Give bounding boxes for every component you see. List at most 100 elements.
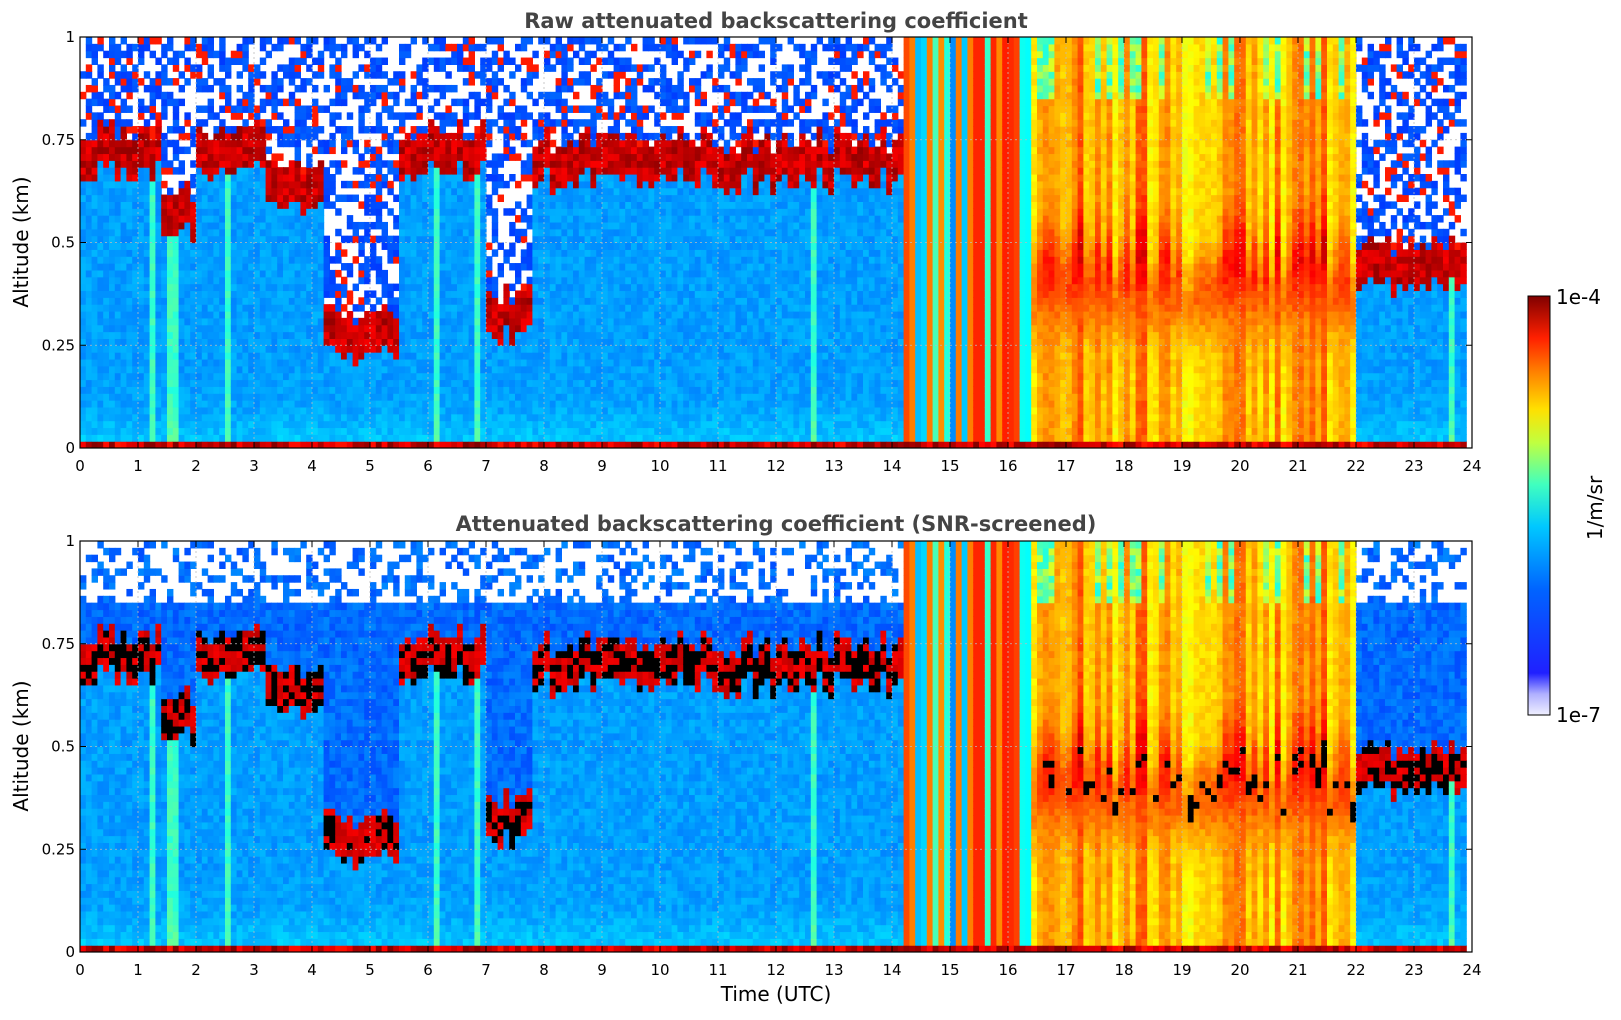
heatmap-cell — [544, 235, 551, 244]
heatmap-cell — [196, 132, 203, 141]
heatmap-cell — [213, 269, 220, 278]
heatmap-cell — [219, 249, 226, 257]
heatmap-cell — [532, 331, 539, 339]
heatmap-cell — [590, 256, 597, 264]
heatmap-cell — [428, 406, 435, 415]
heatmap-cell — [520, 297, 528, 305]
heatmap-cell — [619, 283, 626, 292]
heatmap-cell — [451, 406, 458, 415]
heatmap-cell — [132, 146, 139, 155]
heatmap-cell — [526, 64, 533, 72]
heatmap-cell — [497, 406, 504, 415]
heatmap-cell — [422, 338, 429, 346]
heatmap-cell — [428, 311, 435, 319]
heatmap-cell — [497, 242, 504, 250]
heatmap-cell — [381, 221, 388, 230]
heatmap-cell — [428, 372, 435, 381]
heatmap-cell — [329, 386, 336, 394]
heatmap-cell — [480, 297, 487, 305]
heatmap-cell — [103, 235, 110, 244]
heatmap-cell — [555, 84, 562, 93]
heatmap-cell — [80, 119, 87, 127]
heatmap-cell — [364, 174, 371, 182]
heatmap-cell — [642, 311, 649, 319]
heatmap-cell — [596, 98, 603, 107]
heatmap-cell — [329, 400, 336, 408]
heatmap-cell — [172, 269, 180, 278]
heatmap-cell — [346, 372, 354, 381]
heatmap-cell — [300, 276, 307, 285]
heatmap-cell — [491, 187, 499, 196]
heatmap-cell — [433, 153, 441, 161]
heatmap-cell — [329, 187, 336, 196]
heatmap-cell — [404, 290, 412, 298]
heatmap-cell — [114, 276, 122, 285]
heatmap-cell — [294, 358, 301, 367]
heatmap-cell — [549, 441, 557, 448]
heatmap-cell — [149, 201, 156, 209]
heatmap-cell — [445, 290, 452, 298]
heatmap-cell — [97, 393, 104, 401]
heatmap-cell — [515, 358, 522, 367]
heatmap-cell — [387, 105, 394, 113]
heatmap-cell — [497, 180, 504, 189]
heatmap-cell — [126, 105, 133, 113]
heatmap-cell — [625, 194, 632, 202]
heatmap-cell — [196, 174, 203, 182]
heatmap-cell — [346, 393, 354, 401]
heatmap-cell — [375, 221, 383, 230]
heatmap-cell — [201, 132, 209, 141]
heatmap-cell — [590, 386, 597, 394]
heatmap-cell — [404, 413, 412, 422]
heatmap-cell — [404, 338, 412, 346]
heatmap-cell — [259, 427, 267, 435]
heatmap-cell — [526, 304, 533, 312]
heatmap-cell — [236, 249, 243, 257]
heatmap-cell — [416, 180, 423, 189]
heatmap-cell — [97, 228, 104, 237]
heatmap-cell — [491, 386, 499, 394]
heatmap-cell — [433, 434, 441, 442]
heatmap-cell — [132, 78, 139, 86]
heatmap-cell — [439, 91, 446, 100]
heatmap-cell — [596, 160, 603, 168]
heatmap-cell — [399, 180, 406, 189]
heatmap-cell — [544, 406, 551, 415]
heatmap-cell — [317, 187, 325, 196]
heatmap-cell — [451, 256, 458, 264]
heatmap-cell — [312, 290, 319, 298]
heatmap-cell — [329, 276, 336, 285]
heatmap-cell — [201, 400, 209, 408]
heatmap-cell — [613, 311, 620, 319]
heatmap-cell — [294, 379, 301, 387]
heatmap-cell — [625, 352, 632, 360]
heatmap-cell — [277, 420, 284, 429]
heatmap-cell — [451, 311, 458, 319]
heatmap-cell — [312, 379, 319, 387]
heatmap-cell — [207, 71, 214, 79]
heatmap-cell — [207, 98, 214, 107]
heatmap-cell — [288, 283, 296, 292]
heatmap-cell — [509, 221, 516, 230]
heatmap-cell — [259, 338, 267, 346]
heatmap-cell — [445, 338, 452, 346]
heatmap-cell — [265, 119, 272, 127]
heatmap-cell — [387, 345, 394, 353]
heatmap-cell — [457, 215, 464, 223]
heatmap-cell — [370, 153, 377, 161]
heatmap-cell — [544, 311, 551, 319]
heatmap-cell — [265, 84, 272, 93]
heatmap-cell — [294, 57, 301, 65]
heatmap-cell — [544, 215, 551, 223]
heatmap-cell — [544, 441, 551, 448]
heatmap-cell — [236, 311, 243, 319]
heatmap-cell — [306, 167, 313, 175]
heatmap-cell — [468, 174, 475, 182]
heatmap-cell — [91, 235, 98, 244]
heatmap-cell — [114, 290, 122, 298]
heatmap-cell — [393, 215, 400, 223]
heatmap-cell — [445, 365, 452, 374]
heatmap-cell — [201, 180, 209, 189]
heatmap-cell — [549, 434, 557, 442]
heatmap-cell — [375, 208, 383, 216]
